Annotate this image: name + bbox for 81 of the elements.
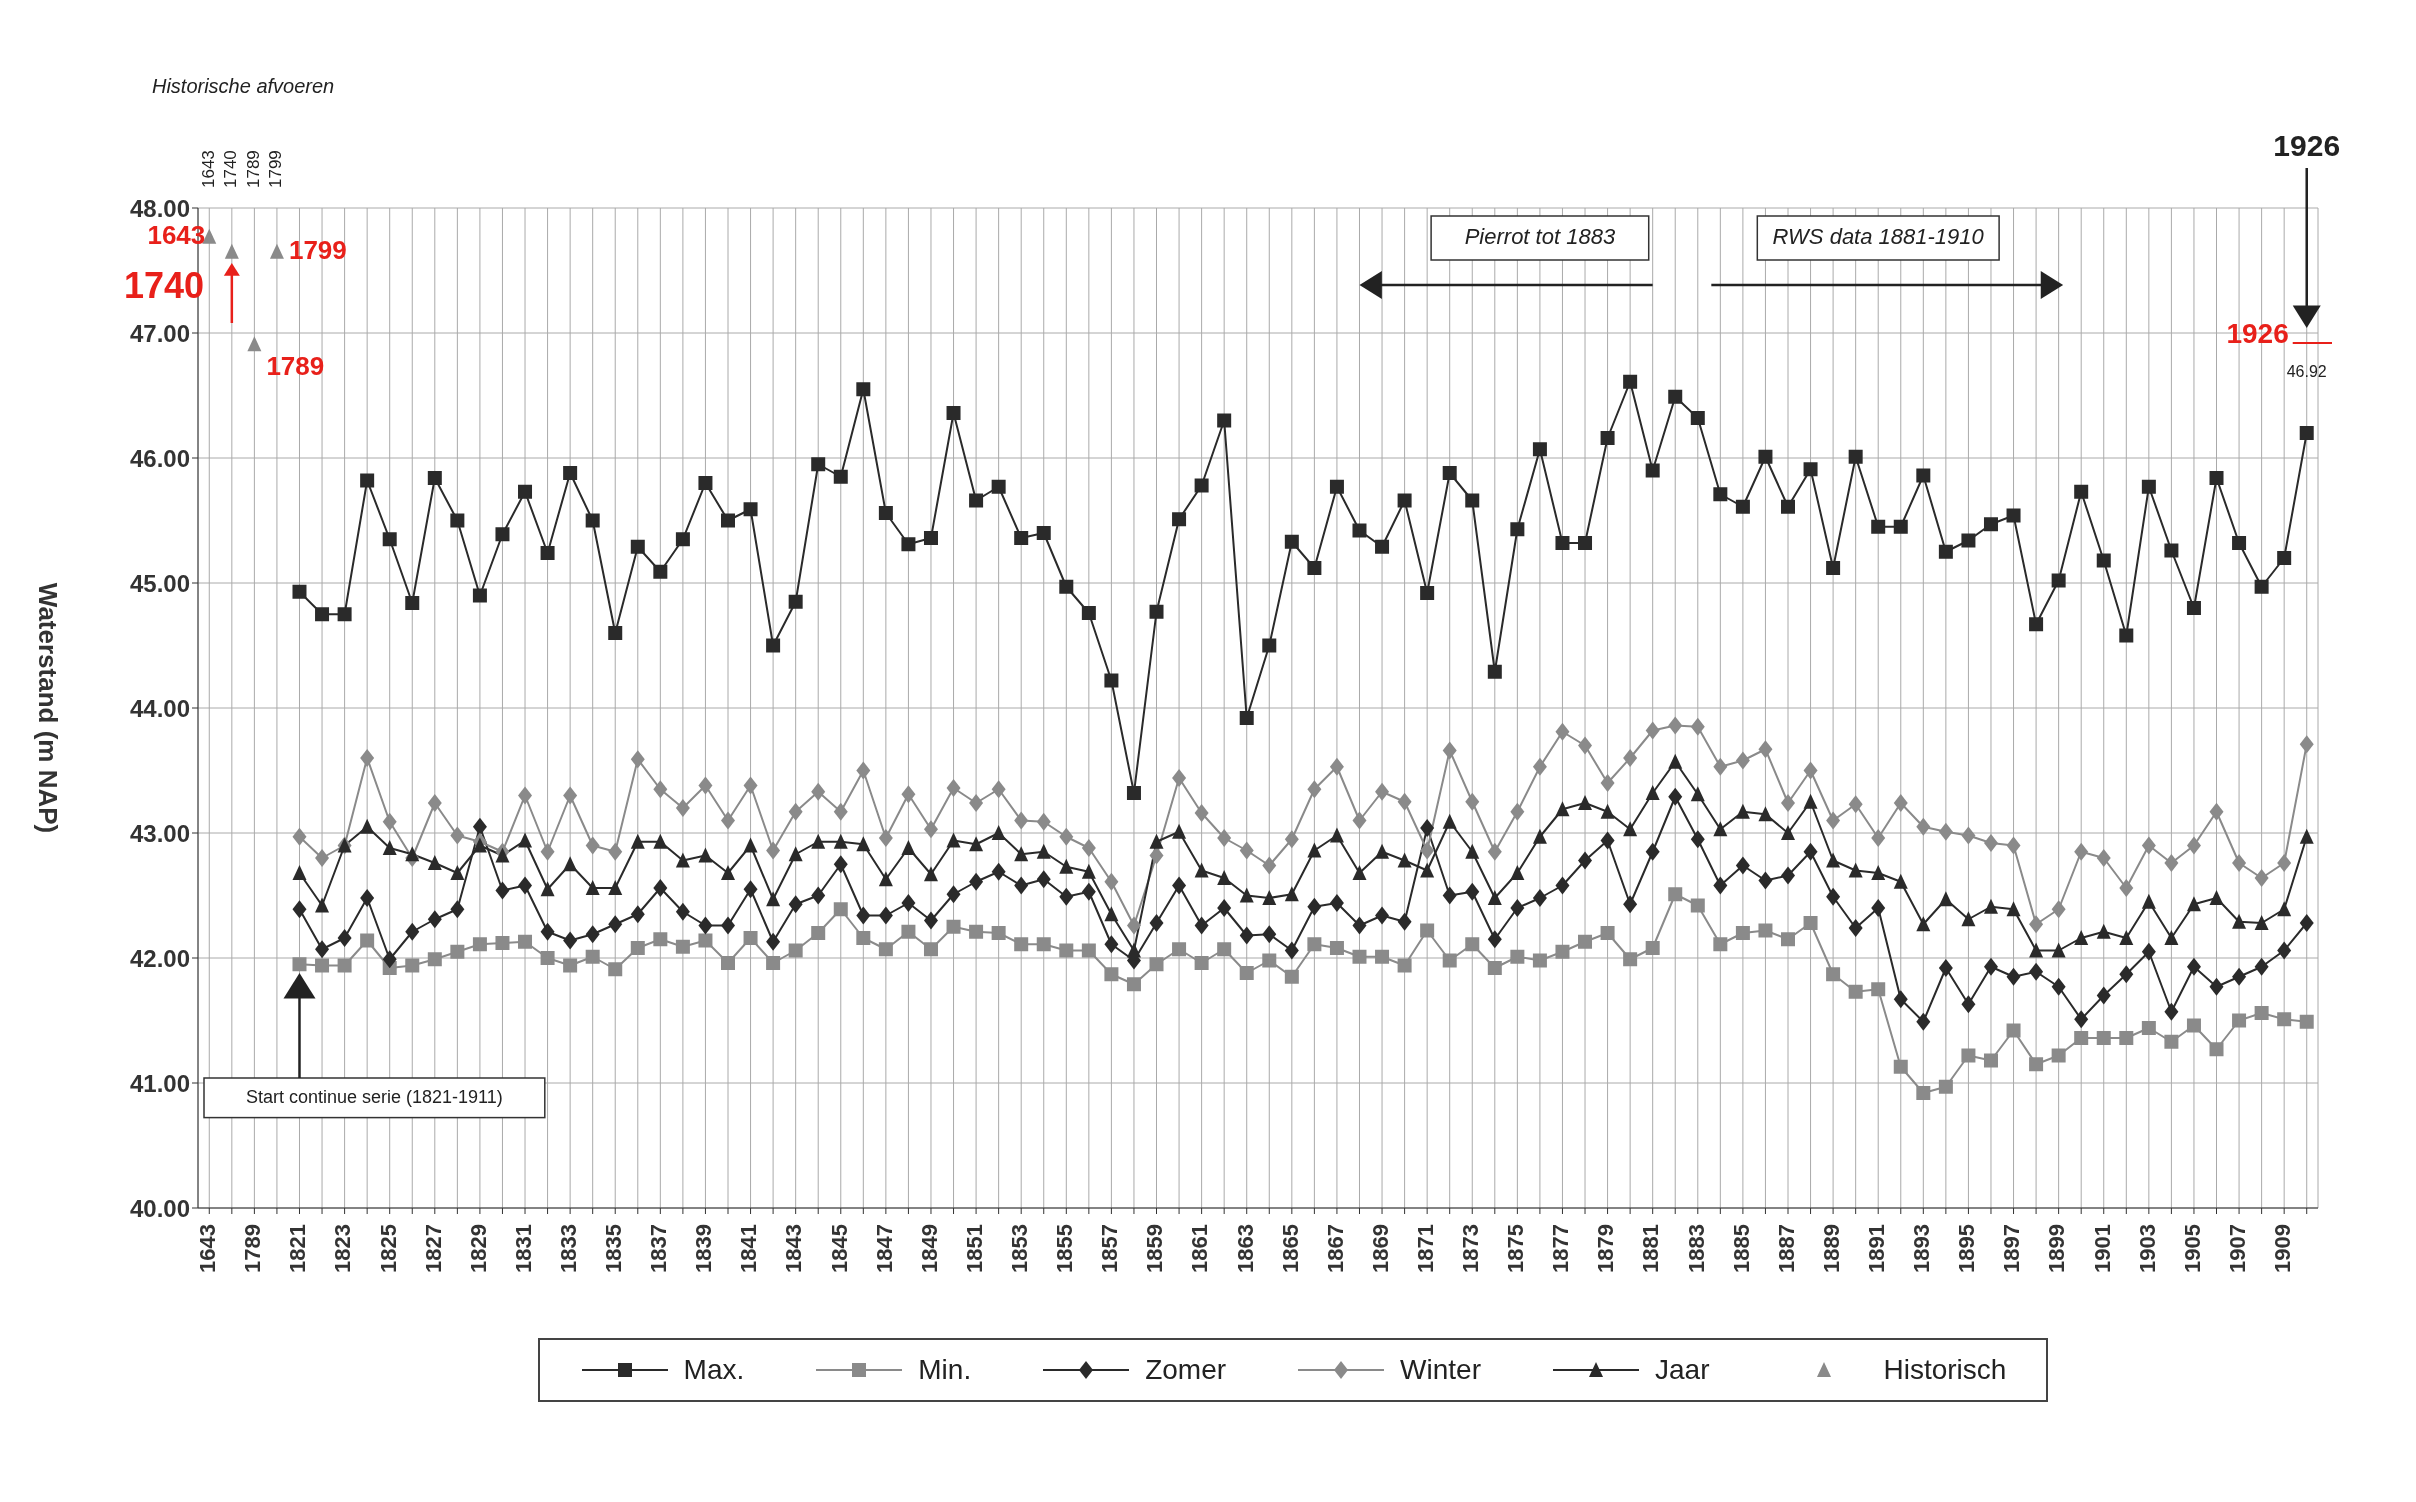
y-tick-label: 44.00 <box>129 694 190 722</box>
x-tick-label: 1875 <box>1503 1224 1529 1273</box>
x-tick-label: 1831 <box>510 1224 536 1273</box>
x-tick-label: 1897 <box>1999 1224 2025 1273</box>
x-tick-label: 1873 <box>1458 1224 1484 1273</box>
point <box>247 336 262 352</box>
legend-label: Zomer <box>1145 1354 1227 1386</box>
x-tick-label: 1885 <box>1728 1224 1754 1273</box>
x-tick-label: 1887 <box>1773 1224 1799 1273</box>
x-tick-label: 1823 <box>330 1224 356 1273</box>
legend-label: Max. <box>683 1354 745 1386</box>
x-tick-label: 1843 <box>781 1224 807 1273</box>
x-tick-label: 1847 <box>871 1224 897 1273</box>
y-axis-title: Waterstand (m NAP) <box>32 582 63 834</box>
x-tick-label: 1829 <box>465 1224 491 1273</box>
x-tick-label: 1881 <box>1638 1224 1664 1273</box>
annotation: RWS data 1881-1910 <box>1772 223 1985 249</box>
annotation: 1643 <box>147 219 206 250</box>
x-tick-label: 1853 <box>1007 1224 1032 1273</box>
legend-label: Winter <box>1400 1354 1481 1386</box>
x-tick-label: 1857 <box>1097 1224 1123 1273</box>
x-tick-label: 1865 <box>1277 1224 1303 1273</box>
x-tick-label: 1883 <box>1683 1224 1709 1273</box>
x-tick-label: 1903 <box>2134 1224 2160 1273</box>
x-tick-label: 1643 <box>195 1224 221 1273</box>
x-tick-label: 1841 <box>736 1224 762 1273</box>
x-tick-label: 1821 <box>285 1224 311 1273</box>
text: 1740 <box>221 150 241 188</box>
y-tick-label: 43.00 <box>129 819 190 847</box>
y-tick-label: 42.00 <box>129 944 190 972</box>
x-tick-label: 1789 <box>240 1224 266 1273</box>
x-tick-label: 1907 <box>2224 1224 2250 1273</box>
x-tick-label: 1867 <box>1322 1224 1348 1273</box>
y-tick-label: 46.00 <box>129 444 190 472</box>
y-tick-label: 48.00 <box>129 194 190 222</box>
y-tick-label: 47.00 <box>129 319 190 347</box>
annotation: 1926 <box>2226 318 2289 350</box>
x-tick-label: 1859 <box>1142 1224 1168 1273</box>
x-tick-label: 1835 <box>601 1224 627 1273</box>
x-tick-label: 1825 <box>375 1224 401 1273</box>
legend-label: Historisch <box>1883 1354 2007 1386</box>
text: 1789 <box>243 150 263 188</box>
text: 1799 <box>266 150 286 188</box>
x-tick-label: 1891 <box>1864 1224 1890 1273</box>
x-tick-label: 1837 <box>646 1224 672 1273</box>
y-tick-label: 40.00 <box>129 1194 190 1222</box>
x-tick-label: 1909 <box>2269 1224 2295 1273</box>
x-tick-label: 1905 <box>2179 1224 2205 1273</box>
x-tick-label: 1893 <box>1909 1224 1935 1273</box>
annotation: 46.92 <box>2286 363 2327 381</box>
point <box>224 243 239 259</box>
annotation: 1799 <box>288 234 347 265</box>
y-tick-label: 41.00 <box>129 1069 190 1097</box>
x-tick-label: 1855 <box>1052 1224 1078 1273</box>
x-tick-label: 1879 <box>1593 1224 1619 1273</box>
x-tick-label: 1901 <box>2089 1224 2115 1273</box>
text: 1643 <box>198 150 218 188</box>
x-tick-label: 1845 <box>826 1224 852 1273</box>
legend-label: Jaar <box>1655 1354 1710 1386</box>
text: Historische afvoeren <box>151 75 335 98</box>
x-tick-label: 1863 <box>1232 1224 1258 1273</box>
x-tick-label: 1849 <box>916 1224 942 1273</box>
annotation: Pierrot tot 1883 <box>1464 223 1616 249</box>
annotation: 1740 <box>123 264 204 306</box>
text: 1926 <box>2273 128 2341 162</box>
x-tick-label: 1827 <box>420 1224 446 1273</box>
x-tick-label: 1833 <box>555 1224 581 1273</box>
y-tick-label: 45.00 <box>129 569 190 597</box>
x-tick-label: 1839 <box>691 1224 717 1273</box>
x-tick-label: 1899 <box>2044 1224 2070 1273</box>
x-tick-label: 1861 <box>1187 1224 1213 1273</box>
point <box>269 243 284 259</box>
annotation: 1789 <box>266 350 325 381</box>
x-tick-label: 1877 <box>1548 1224 1574 1273</box>
x-tick-label: 1895 <box>1954 1224 1980 1273</box>
annotation: Start continue serie (1821-1911) <box>245 1086 503 1107</box>
legend-label: Min. <box>918 1354 972 1386</box>
x-tick-label: 1871 <box>1412 1224 1438 1273</box>
x-tick-label: 1869 <box>1367 1224 1393 1273</box>
x-tick-label: 1851 <box>961 1224 987 1273</box>
x-tick-label: 1889 <box>1818 1224 1844 1273</box>
